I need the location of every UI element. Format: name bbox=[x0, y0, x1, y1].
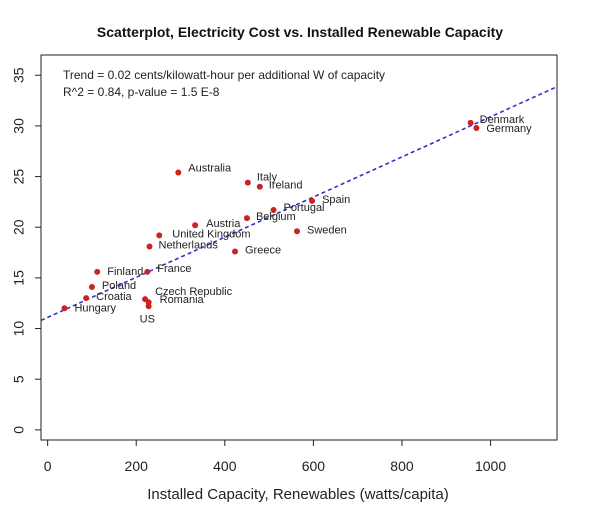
point-label: United Kingdom bbox=[172, 228, 250, 240]
data-point bbox=[256, 183, 263, 190]
point-label: Ireland bbox=[269, 180, 303, 192]
y-tick-label: 5 bbox=[11, 375, 27, 383]
data-point bbox=[145, 303, 152, 310]
x-tick-label: 400 bbox=[213, 458, 237, 474]
point-label: Austria bbox=[206, 218, 241, 230]
data-point bbox=[146, 243, 153, 250]
data-point bbox=[156, 232, 163, 239]
x-tick-label: 800 bbox=[390, 458, 414, 474]
chart-title: Scatterplot, Electricity Cost vs. Instal… bbox=[97, 24, 503, 40]
y-tick-label: 25 bbox=[11, 169, 27, 185]
point-label: Australia bbox=[188, 163, 232, 175]
data-point bbox=[61, 305, 68, 312]
data-point bbox=[294, 228, 301, 235]
point-label: Belgium bbox=[256, 211, 296, 223]
point-label: Czech Republic bbox=[155, 286, 233, 298]
x-tick-label: 200 bbox=[125, 458, 149, 474]
data-point bbox=[192, 222, 199, 229]
data-point bbox=[94, 268, 101, 275]
data-point bbox=[243, 215, 250, 222]
point-label: Netherlands bbox=[159, 239, 219, 251]
point-label: Hungary bbox=[74, 302, 116, 314]
y-tick-label: 15 bbox=[11, 270, 27, 286]
data-point bbox=[473, 124, 480, 131]
data-point bbox=[309, 197, 316, 204]
r2-annotation: R^2 = 0.84, p-value = 1.5 E-8 bbox=[63, 85, 220, 99]
point-label: Sweden bbox=[307, 224, 347, 236]
data-point bbox=[175, 169, 182, 176]
point-label: Spain bbox=[322, 194, 350, 206]
y-tick-label: 0 bbox=[11, 426, 27, 434]
x-tick-label: 600 bbox=[302, 458, 326, 474]
axis-ticks: 0 200 400 600 800 1000 0 5 10 15 20 25 30 35 bbox=[11, 67, 507, 474]
point-label: France bbox=[157, 263, 191, 275]
point-label: Greece bbox=[245, 245, 281, 257]
plot-frame bbox=[40, 54, 558, 441]
x-axis-label: Installed Capacity, Renewables (watts/ca… bbox=[147, 486, 449, 503]
point-label: Romania bbox=[160, 294, 205, 306]
data-point bbox=[144, 268, 151, 275]
y-tick-label: 10 bbox=[11, 321, 27, 337]
data-point bbox=[244, 179, 251, 186]
data-point bbox=[467, 119, 474, 126]
data-point bbox=[270, 207, 277, 214]
trend-annotation: Trend = 0.02 cents/kilowatt-hour per add… bbox=[63, 68, 385, 82]
point-label: Croatia bbox=[96, 291, 132, 303]
point-label: Denmark bbox=[480, 114, 525, 126]
x-tick-label: 0 bbox=[44, 458, 52, 474]
point-label: US bbox=[140, 313, 155, 325]
x-tick-label: 1000 bbox=[475, 458, 506, 474]
point-label: Finland bbox=[107, 266, 143, 278]
point-label: Poland bbox=[102, 280, 136, 292]
point-label: Portugal bbox=[284, 202, 325, 214]
data-point bbox=[83, 295, 90, 302]
point-label: Germany bbox=[486, 123, 532, 135]
y-tick-label: 30 bbox=[11, 118, 27, 134]
y-tick-label: 35 bbox=[11, 67, 27, 83]
y-tick-label: 20 bbox=[11, 219, 27, 235]
point-label: Italy bbox=[257, 172, 278, 184]
data-point bbox=[231, 248, 238, 255]
data-point bbox=[88, 284, 95, 291]
